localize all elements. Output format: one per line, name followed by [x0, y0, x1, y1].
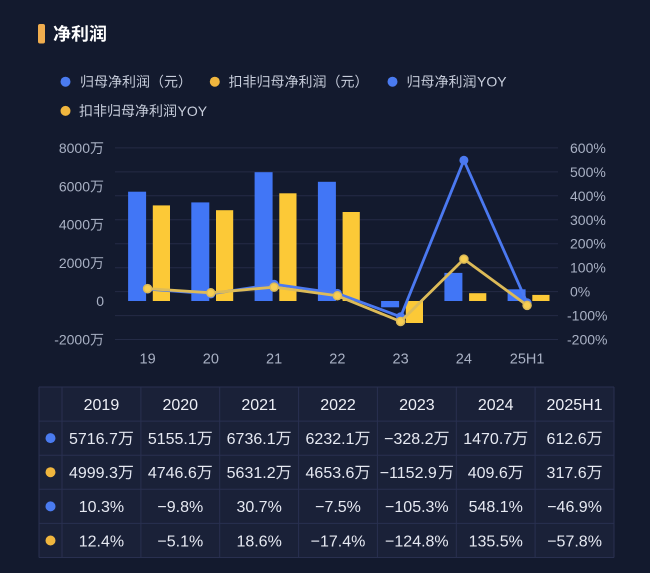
svg-text:20: 20	[203, 352, 219, 368]
svg-text:22: 22	[329, 352, 345, 368]
svg-text:400%: 400%	[570, 188, 606, 204]
svg-text:−328.2: −328.2	[384, 431, 433, 448]
svg-text:5631.2: 5631.2	[227, 465, 276, 482]
svg-text:23: 23	[393, 352, 409, 368]
svg-text:−9.8%: −9.8%	[157, 499, 203, 516]
svg-text:2000: 2000	[59, 255, 90, 271]
svg-text:-200%: -200%	[567, 332, 607, 348]
svg-text:-2000: -2000	[54, 332, 90, 348]
svg-text:300%: 300%	[570, 212, 606, 228]
svg-text:612.6: 612.6	[547, 431, 587, 448]
svg-text:−5.1%: −5.1%	[157, 533, 203, 550]
svg-text:6232.1: 6232.1	[306, 431, 355, 448]
svg-text:4999.3: 4999.3	[69, 465, 118, 482]
svg-text:YOY: YOY	[178, 103, 208, 119]
svg-text:2021: 2021	[241, 397, 277, 414]
svg-text:6736.1: 6736.1	[227, 431, 276, 448]
svg-text:25H1: 25H1	[510, 352, 545, 368]
svg-text:19: 19	[140, 352, 156, 368]
svg-text:548.1%: 548.1%	[469, 499, 523, 516]
svg-text:200%: 200%	[570, 236, 606, 252]
svg-text:6000: 6000	[59, 178, 90, 194]
svg-text:1470.7: 1470.7	[463, 431, 512, 448]
svg-text:135.5%: 135.5%	[469, 533, 523, 550]
svg-text:4653.6: 4653.6	[306, 465, 355, 482]
svg-text:−46.9%: −46.9%	[547, 499, 602, 516]
svg-text:0: 0	[96, 293, 104, 309]
svg-text:24: 24	[456, 352, 472, 368]
svg-text:5716.7: 5716.7	[69, 431, 118, 448]
svg-text:600%: 600%	[570, 140, 606, 156]
svg-text:YOY: YOY	[477, 74, 507, 90]
svg-text:10.3%: 10.3%	[79, 499, 124, 516]
svg-text:317.6: 317.6	[547, 465, 587, 482]
svg-text:12.4%: 12.4%	[79, 533, 124, 550]
svg-text:100%: 100%	[570, 260, 606, 276]
svg-text:−1152.9: −1152.9	[380, 465, 437, 482]
svg-text:5155.1: 5155.1	[148, 431, 197, 448]
svg-text:−124.8%: −124.8%	[385, 533, 449, 550]
svg-text:18.6%: 18.6%	[236, 533, 281, 550]
svg-text:2020: 2020	[162, 397, 198, 414]
svg-text:2023: 2023	[399, 397, 435, 414]
svg-text:2022: 2022	[320, 397, 356, 414]
svg-text:21: 21	[266, 352, 282, 368]
svg-text:500%: 500%	[570, 164, 606, 180]
svg-text:−105.3%: −105.3%	[385, 499, 449, 516]
svg-text:−7.5%: −7.5%	[315, 499, 361, 516]
svg-text:4000: 4000	[59, 217, 90, 233]
svg-text:409.6: 409.6	[468, 465, 508, 482]
svg-text:2019: 2019	[84, 397, 120, 414]
svg-text:30.7%: 30.7%	[236, 499, 281, 516]
svg-text:8000: 8000	[59, 140, 90, 156]
svg-text:−57.8%: −57.8%	[547, 533, 602, 550]
svg-text:-100%: -100%	[567, 308, 607, 324]
svg-text:−17.4%: −17.4%	[311, 533, 366, 550]
svg-text:2024: 2024	[478, 397, 514, 414]
svg-text:2025H1: 2025H1	[547, 397, 603, 414]
svg-text:0%: 0%	[570, 284, 590, 300]
svg-text:4746.6: 4746.6	[148, 465, 197, 482]
